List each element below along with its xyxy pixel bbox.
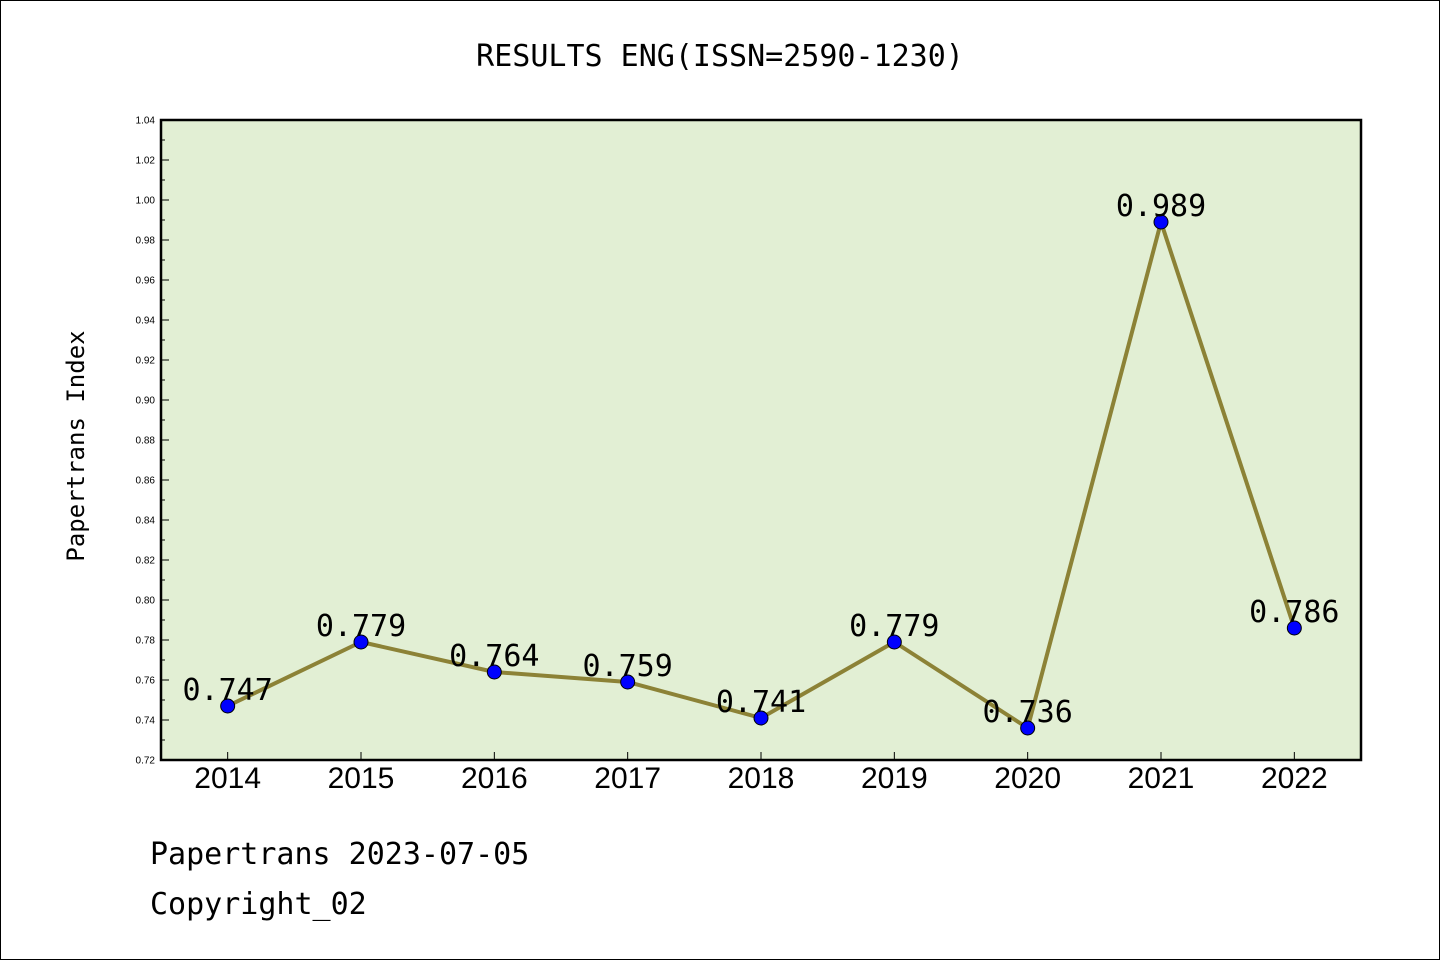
x-tick-label: 2019: [861, 762, 928, 795]
y-tick-label: 0.84: [136, 516, 156, 527]
y-tick-label: 0.82: [136, 556, 156, 567]
y-tick-label: 0.72: [136, 756, 156, 767]
data-label-2017: 0.759: [583, 649, 673, 684]
y-tick-label: 1.02: [136, 156, 156, 167]
data-label-2018: 0.741: [716, 685, 806, 720]
data-point-2015: [353, 634, 369, 650]
y-tick-label: 0.76: [136, 676, 156, 687]
x-tick-label: 2021: [1128, 762, 1195, 795]
data-point-2020: [1020, 720, 1036, 736]
x-axis: 2014 2015 2016 2017 2018 2019 2020 2021 2022: [194, 752, 1328, 795]
x-tick-label: 2018: [728, 762, 795, 795]
data-label-2022: 0.786: [1249, 595, 1339, 630]
y-tick-label: 0.88: [136, 436, 156, 447]
footer-copyright: Copyright_02: [150, 887, 367, 922]
x-tick-label: 2014: [194, 762, 261, 795]
y-tick-label: 0.74: [136, 716, 156, 727]
plot-border: [159, 118, 1363, 762]
x-tick-label: 2015: [328, 762, 395, 795]
data-label-2014: 0.747: [183, 673, 273, 708]
x-tick-label: 2022: [1261, 762, 1328, 795]
y-tick-label: 1.04: [136, 116, 156, 127]
y-tick-label: 0.98: [136, 236, 156, 247]
y-tick-label: 0.94: [136, 316, 156, 327]
data-point-2016: [486, 664, 502, 680]
x-tick-label: 2020: [994, 762, 1061, 795]
footer-date: Papertrans 2023-07-05: [150, 837, 529, 872]
y-tick-label: 0.78: [136, 636, 156, 647]
data-point-2014: [220, 698, 236, 714]
y-tick-label: 0.96: [136, 276, 156, 287]
y-tick-label: 0.86: [136, 476, 156, 487]
y-tick-label: 0.80: [136, 596, 156, 607]
data-label-2015: 0.779: [316, 609, 406, 644]
y-tick-label: 1.00: [136, 196, 156, 207]
data-point-2021: [1153, 214, 1169, 230]
y-tick-label: 0.92: [136, 356, 156, 367]
y-tick-label: 0.90: [136, 396, 156, 407]
series-line: [220, 214, 1302, 736]
data-point-2017: [620, 674, 636, 690]
data-point-2022: [1286, 620, 1302, 636]
x-tick-label: 2016: [461, 762, 528, 795]
x-tick-label: 2017: [594, 762, 661, 795]
data-labels: 0.747 0.779 0.764 0.759 0.741 0.779 0.736 0.989…: [183, 189, 1340, 730]
data-label-2021: 0.989: [1116, 189, 1206, 224]
data-point-2018: [753, 710, 769, 726]
data-label-2016: 0.764: [449, 639, 539, 674]
data-label-2020: 0.736: [983, 695, 1073, 730]
data-label-2019: 0.779: [849, 609, 939, 644]
y-axis-label: Papertrans Index: [62, 330, 90, 561]
data-point-2019: [886, 634, 902, 650]
chart-title: RESULTS ENG(ISSN=2590-1230): [476, 39, 964, 74]
